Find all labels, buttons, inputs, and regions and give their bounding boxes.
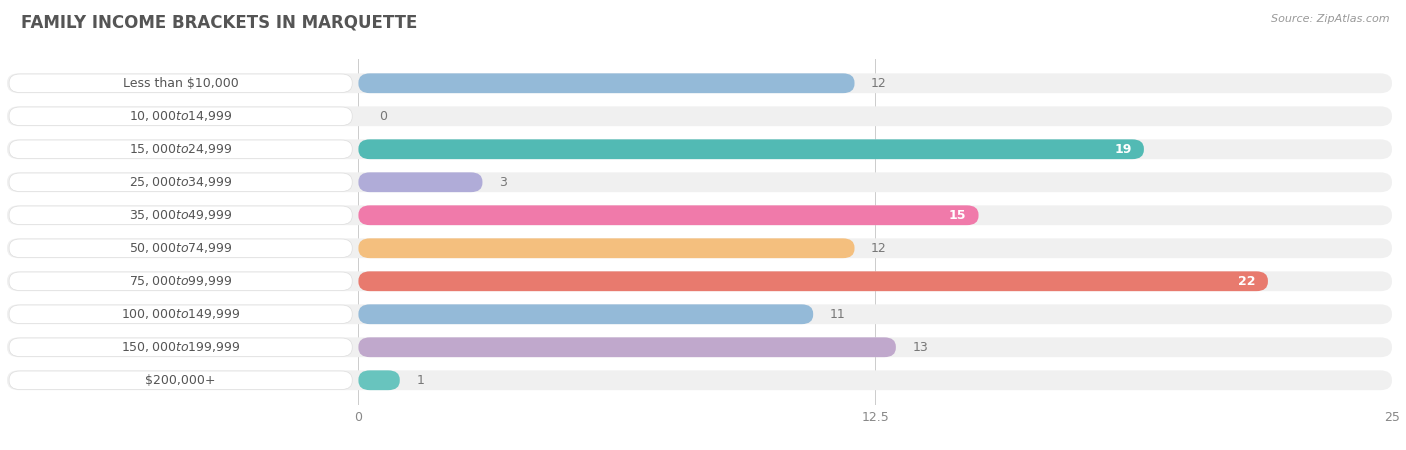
FancyBboxPatch shape (7, 73, 1392, 93)
Text: 15: 15 (949, 209, 966, 222)
Text: 11: 11 (830, 308, 845, 321)
Text: $150,000 to $199,999: $150,000 to $199,999 (121, 340, 240, 354)
FancyBboxPatch shape (8, 173, 353, 192)
FancyBboxPatch shape (8, 305, 353, 324)
Text: $50,000 to $74,999: $50,000 to $74,999 (129, 241, 232, 255)
FancyBboxPatch shape (359, 140, 1144, 159)
FancyBboxPatch shape (8, 272, 353, 291)
Text: 19: 19 (1114, 143, 1132, 156)
FancyBboxPatch shape (8, 206, 353, 225)
FancyBboxPatch shape (8, 107, 353, 126)
Text: $75,000 to $99,999: $75,000 to $99,999 (129, 274, 232, 288)
FancyBboxPatch shape (7, 106, 1392, 126)
Text: Less than $10,000: Less than $10,000 (122, 77, 239, 90)
Text: $10,000 to $14,999: $10,000 to $14,999 (129, 109, 232, 123)
FancyBboxPatch shape (7, 172, 1392, 192)
FancyBboxPatch shape (7, 238, 1392, 258)
Text: 0: 0 (380, 110, 387, 123)
FancyBboxPatch shape (359, 172, 482, 192)
FancyBboxPatch shape (359, 205, 979, 225)
Text: $15,000 to $24,999: $15,000 to $24,999 (129, 142, 232, 156)
Text: $200,000+: $200,000+ (145, 374, 217, 387)
FancyBboxPatch shape (359, 238, 855, 258)
FancyBboxPatch shape (8, 371, 353, 390)
FancyBboxPatch shape (359, 73, 855, 93)
FancyBboxPatch shape (7, 140, 1392, 159)
FancyBboxPatch shape (8, 74, 353, 93)
Text: $35,000 to $49,999: $35,000 to $49,999 (129, 208, 232, 222)
FancyBboxPatch shape (359, 338, 896, 357)
Text: 3: 3 (499, 176, 506, 189)
FancyBboxPatch shape (7, 271, 1392, 291)
Text: 1: 1 (416, 374, 425, 387)
FancyBboxPatch shape (359, 304, 813, 324)
FancyBboxPatch shape (8, 140, 353, 158)
FancyBboxPatch shape (7, 338, 1392, 357)
Text: 12: 12 (872, 242, 887, 255)
Text: Source: ZipAtlas.com: Source: ZipAtlas.com (1271, 14, 1389, 23)
Text: FAMILY INCOME BRACKETS IN MARQUETTE: FAMILY INCOME BRACKETS IN MARQUETTE (21, 14, 418, 32)
FancyBboxPatch shape (8, 338, 353, 356)
Text: 13: 13 (912, 341, 928, 354)
Text: $25,000 to $34,999: $25,000 to $34,999 (129, 175, 232, 189)
Text: $100,000 to $149,999: $100,000 to $149,999 (121, 307, 240, 321)
FancyBboxPatch shape (7, 205, 1392, 225)
FancyBboxPatch shape (359, 370, 399, 390)
FancyBboxPatch shape (7, 304, 1392, 324)
Text: 12: 12 (872, 77, 887, 90)
Text: 22: 22 (1239, 275, 1256, 288)
FancyBboxPatch shape (359, 271, 1268, 291)
FancyBboxPatch shape (8, 239, 353, 257)
FancyBboxPatch shape (7, 370, 1392, 390)
